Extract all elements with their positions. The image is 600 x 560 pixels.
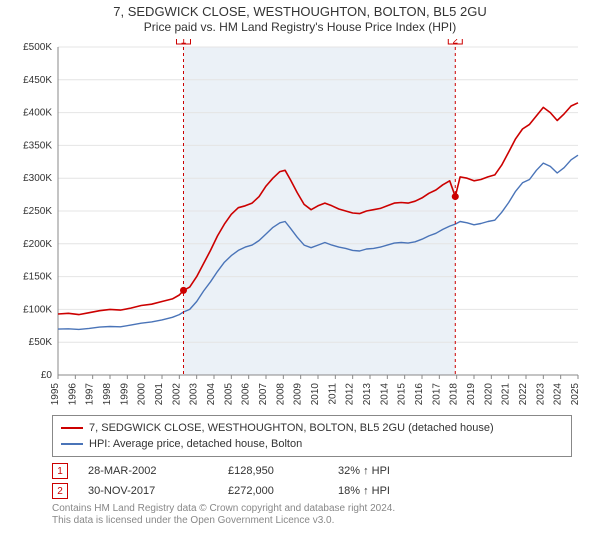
svg-text:2022: 2022	[518, 383, 529, 406]
svg-text:2018: 2018	[449, 383, 460, 406]
svg-text:1: 1	[181, 39, 187, 47]
svg-text:£200K: £200K	[23, 239, 52, 250]
svg-text:2007: 2007	[258, 383, 269, 406]
svg-text:2000: 2000	[137, 383, 148, 406]
attribution-line: This data is licensed under the Open Gov…	[52, 515, 590, 527]
svg-text:2016: 2016	[414, 383, 425, 406]
svg-text:2011: 2011	[327, 383, 338, 405]
sale-diff: 32% ↑ HPI	[338, 465, 448, 477]
svg-text:2002: 2002	[171, 383, 182, 406]
svg-text:£400K: £400K	[23, 108, 52, 119]
sales-table: 1 28-MAR-2002 £128,950 32% ↑ HPI 2 30-NO…	[52, 461, 590, 501]
legend-swatch-property	[61, 427, 83, 429]
svg-text:2021: 2021	[501, 383, 512, 406]
svg-text:£350K: £350K	[23, 140, 52, 151]
legend-row-hpi: HPI: Average price, detached house, Bolt…	[61, 436, 563, 452]
svg-text:2004: 2004	[206, 383, 217, 406]
svg-text:2: 2	[452, 39, 458, 47]
svg-text:2010: 2010	[310, 383, 321, 406]
svg-text:2013: 2013	[362, 383, 373, 406]
chart-subtitle: Price paid vs. HM Land Registry's House …	[10, 20, 590, 35]
svg-text:2001: 2001	[154, 383, 165, 406]
attribution-line: Contains HM Land Registry data © Crown c…	[52, 503, 590, 515]
svg-text:2005: 2005	[223, 383, 234, 406]
svg-text:£250K: £250K	[23, 206, 52, 217]
svg-text:1997: 1997	[85, 383, 96, 406]
svg-text:£300K: £300K	[23, 173, 52, 184]
svg-text:2012: 2012	[345, 383, 356, 406]
svg-text:2025: 2025	[570, 383, 581, 406]
svg-text:£150K: £150K	[23, 272, 52, 283]
svg-text:2024: 2024	[553, 383, 564, 406]
svg-text:£100K: £100K	[23, 304, 52, 315]
sales-row: 2 30-NOV-2017 £272,000 18% ↑ HPI	[52, 481, 590, 501]
legend-swatch-hpi	[61, 443, 83, 445]
sale-diff: 18% ↑ HPI	[338, 485, 448, 497]
sale-date: 28-MAR-2002	[88, 465, 208, 477]
svg-text:£450K: £450K	[23, 75, 52, 86]
svg-text:2015: 2015	[397, 383, 408, 406]
svg-text:1999: 1999	[119, 383, 130, 406]
sale-price: £272,000	[228, 485, 318, 497]
svg-text:2017: 2017	[431, 383, 442, 406]
legend-label-property: 7, SEDGWICK CLOSE, WESTHOUGHTON, BOLTON,…	[89, 422, 494, 434]
sale-date: 30-NOV-2017	[88, 485, 208, 497]
svg-text:£0: £0	[41, 370, 53, 381]
svg-text:£500K: £500K	[23, 42, 52, 53]
sale-badge: 2	[52, 483, 68, 499]
svg-text:1996: 1996	[67, 383, 78, 406]
svg-text:2023: 2023	[535, 383, 546, 406]
legend: 7, SEDGWICK CLOSE, WESTHOUGHTON, BOLTON,…	[52, 415, 572, 457]
attribution: Contains HM Land Registry data © Crown c…	[52, 503, 590, 527]
sales-row: 1 28-MAR-2002 £128,950 32% ↑ HPI	[52, 461, 590, 481]
svg-text:1998: 1998	[102, 383, 113, 406]
sale-price: £128,950	[228, 465, 318, 477]
svg-text:2020: 2020	[483, 383, 494, 406]
price-chart: £0 £50K £100K £150K £200K £250K £300K £350K £400…	[10, 39, 590, 409]
svg-text:2009: 2009	[293, 383, 304, 406]
legend-row-property: 7, SEDGWICK CLOSE, WESTHOUGHTON, BOLTON,…	[61, 420, 563, 436]
legend-label-hpi: HPI: Average price, detached house, Bolt…	[89, 438, 302, 450]
svg-text:2006: 2006	[241, 383, 252, 406]
svg-text:2014: 2014	[379, 383, 390, 406]
svg-text:£50K: £50K	[29, 337, 53, 348]
svg-text:1995: 1995	[50, 383, 61, 406]
svg-text:2003: 2003	[189, 383, 200, 406]
sale-badge: 1	[52, 463, 68, 479]
chart-title: 7, SEDGWICK CLOSE, WESTHOUGHTON, BOLTON,…	[10, 4, 590, 20]
svg-text:2019: 2019	[466, 383, 477, 406]
svg-text:2008: 2008	[275, 383, 286, 406]
